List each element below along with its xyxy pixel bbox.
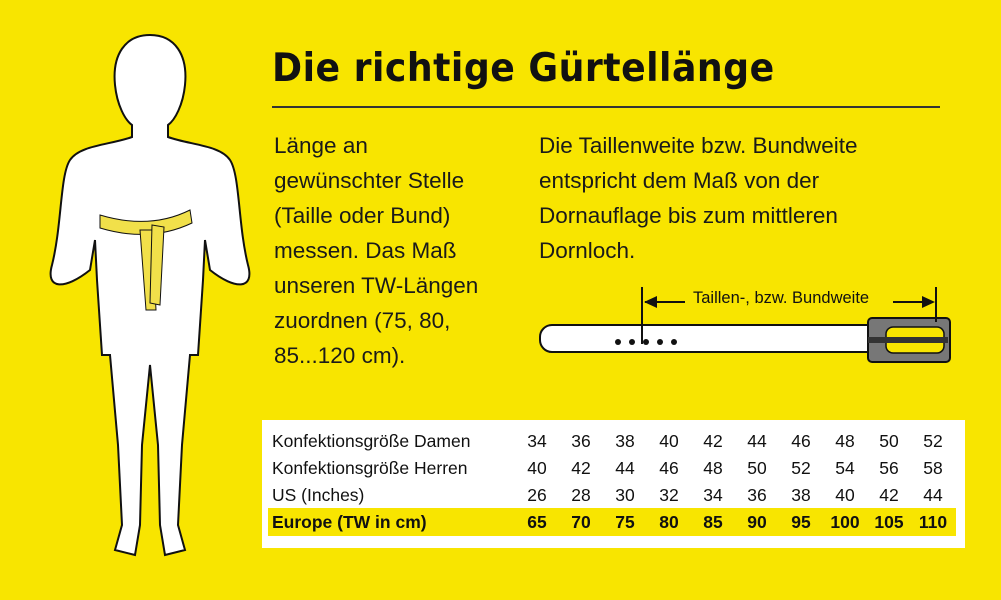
size-value: 50 — [879, 431, 899, 451]
page-title: Die richtige Gürtellänge — [272, 46, 775, 91]
size-value: 85 — [703, 512, 723, 532]
size-value: 65 — [527, 512, 547, 532]
size-value: 34 — [527, 431, 547, 451]
size-value: 28 — [571, 485, 591, 505]
size-value: 46 — [659, 458, 679, 478]
size-value: 110 — [918, 512, 948, 532]
size-value: 46 — [791, 431, 811, 451]
size-value: 54 — [835, 458, 855, 478]
size-value: 95 — [791, 512, 811, 532]
size-value: 40 — [835, 485, 855, 505]
size-value: 56 — [879, 458, 899, 478]
size-value: 52 — [791, 458, 811, 478]
size-value: 42 — [571, 458, 591, 478]
row-label: Europe (TW in cm) — [272, 512, 427, 532]
row-label: Konfektionsgröße Damen — [272, 431, 471, 451]
size-value: 48 — [835, 431, 855, 451]
size-value: 105 — [874, 512, 904, 532]
size-value: 90 — [747, 512, 767, 532]
size-row: Europe (TW in cm) 65 70 75 80 85 90 95 100 105 110 — [268, 508, 956, 536]
size-value: 52 — [923, 431, 943, 451]
size-value: 100 — [830, 512, 860, 532]
size-value: 44 — [923, 485, 943, 505]
size-value: 36 — [747, 485, 767, 505]
belt-measure-label: Taillen-, bzw. Bundweite — [690, 289, 873, 308]
size-value: 48 — [703, 458, 723, 478]
size-value: 75 — [615, 512, 635, 532]
belt-diagram — [539, 287, 951, 363]
size-value: 44 — [615, 458, 635, 478]
person-silhouette-with-measuring-tape — [49, 33, 251, 557]
row-label: Konfektionsgröße Herren — [272, 458, 468, 478]
title-divider — [272, 106, 940, 108]
size-row: Konfektionsgröße Damen 34 36 38 40 42 44 46 48 50… — [272, 427, 955, 455]
measure-instructions: Länge an gewünschter Stelle (Taille oder… — [274, 133, 479, 368]
size-value: 36 — [571, 431, 591, 451]
size-value: 40 — [527, 458, 547, 478]
size-value: 40 — [659, 431, 679, 451]
size-value: 44 — [747, 431, 767, 451]
size-value: 30 — [615, 485, 635, 505]
size-value: 32 — [659, 485, 679, 505]
size-value: 50 — [747, 458, 767, 478]
size-value: 80 — [659, 512, 679, 532]
size-value: 34 — [703, 485, 723, 505]
size-row: Konfektionsgröße Herren 40 42 44 46 48 50 52 54 5… — [272, 454, 955, 482]
row-label: US (Inches) — [272, 485, 365, 505]
waist-explanation: Die Taillenweite bzw. Bundweite entspric… — [539, 133, 858, 263]
size-value: 58 — [923, 458, 943, 478]
size-value: 38 — [791, 485, 811, 505]
size-value: 42 — [703, 431, 723, 451]
size-value: 26 — [527, 485, 547, 505]
size-value: 42 — [879, 485, 899, 505]
size-row: US (Inches) 26 28 30 32 34 36 38 40 42 44 — [272, 481, 955, 509]
size-value: 38 — [615, 431, 635, 451]
size-table: Konfektionsgröße Damen 34 36 38 40 42 44 46 48 50… — [262, 420, 965, 548]
size-value: 70 — [571, 512, 591, 532]
